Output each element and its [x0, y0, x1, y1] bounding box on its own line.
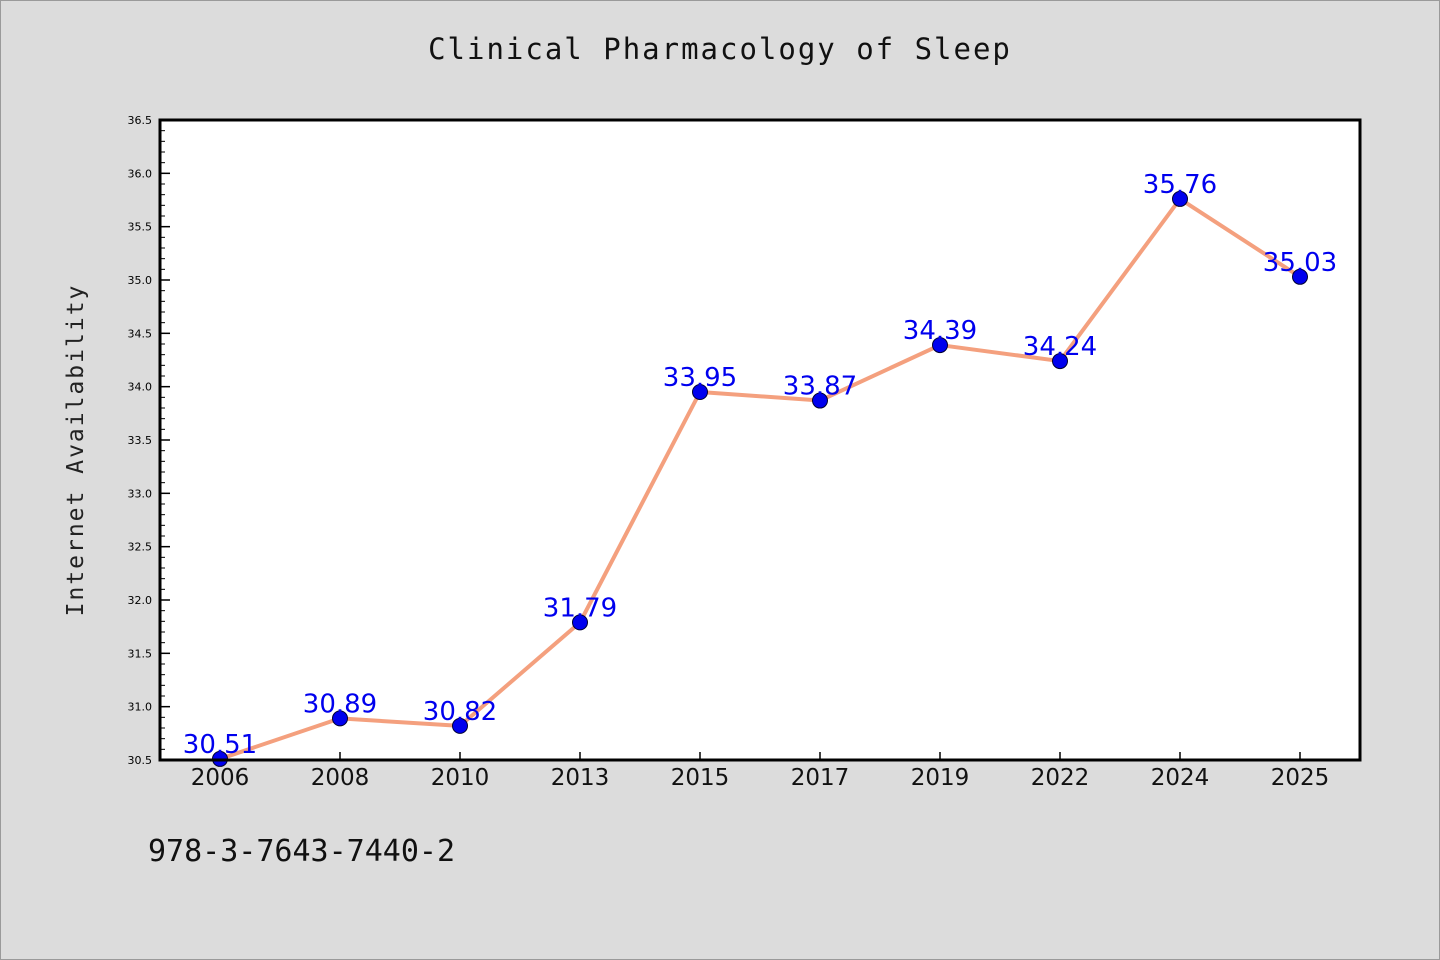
y-tick-label: 36.5	[128, 114, 153, 127]
data-label: 34.24	[1023, 332, 1097, 362]
y-tick-label: 31.0	[128, 701, 153, 714]
data-point	[1292, 268, 1308, 285]
x-tick-label: 2024	[1151, 765, 1210, 791]
x-axis-ticks: 2006 2008 2010 2013 2015 2017 2019 2022 2024 2025	[191, 752, 1330, 791]
y-tick-label: 33.0	[128, 487, 153, 500]
data-label: 31.79	[543, 593, 617, 623]
x-tick-label: 2010	[431, 765, 490, 791]
data-labels: 30.51 30.89 30.82 31.79 33.95 33.87 34.39 34.24…	[183, 170, 1337, 760]
chart-title: Clinical Pharmacology of Sleep	[428, 32, 1012, 66]
y-tick-label: 35.0	[128, 274, 153, 287]
x-tick-label: 2025	[1271, 765, 1330, 791]
data-label: 34.39	[903, 316, 977, 346]
data-label: 33.87	[783, 372, 857, 402]
y-tick-label: 32.5	[128, 541, 153, 554]
y-tick-label: 34.5	[128, 327, 153, 340]
y-tick-label: 30.5	[128, 754, 153, 767]
data-label: 30.82	[423, 697, 497, 727]
x-tick-label: 2019	[911, 765, 970, 791]
y-tick-label: 33.5	[128, 434, 153, 447]
data-markers	[212, 190, 1308, 767]
x-tick-label: 2013	[551, 765, 610, 791]
data-point	[1172, 190, 1188, 207]
data-point	[452, 717, 468, 734]
data-label: 35.76	[1143, 170, 1217, 200]
data-label: 35.03	[1263, 248, 1337, 278]
data-point	[332, 710, 348, 727]
y-tick-label: 35.5	[128, 221, 153, 234]
x-tick-label: 2022	[1031, 765, 1090, 791]
data-label: 30.89	[303, 689, 377, 719]
isbn-text: 978-3-7643-7440-2	[148, 834, 456, 869]
data-label: 30.51	[183, 730, 257, 760]
data-point	[932, 337, 948, 354]
y-axis-ticks: 30.5 31.0 31.5 32.0 32.5 33.0 33.5 34.0 34.5 35.0…	[128, 114, 170, 767]
x-tick-label: 2015	[671, 765, 730, 791]
plot-area	[160, 120, 1360, 760]
y-tick-label: 31.5	[128, 647, 153, 660]
data-point	[572, 614, 588, 631]
x-tick-label: 2008	[311, 765, 370, 791]
x-tick-label: 2017	[791, 765, 850, 791]
data-point	[812, 392, 828, 409]
y-tick-label: 36.0	[128, 167, 153, 180]
data-point	[692, 384, 708, 400]
y-tick-label: 32.0	[128, 594, 153, 607]
x-tick-label: 2006	[191, 765, 250, 791]
series-line	[219, 196, 1302, 761]
y-tick-label: 34.0	[128, 381, 153, 394]
plot-border	[158, 118, 1362, 762]
data-label: 33.95	[663, 363, 737, 393]
data-point	[1052, 353, 1068, 370]
